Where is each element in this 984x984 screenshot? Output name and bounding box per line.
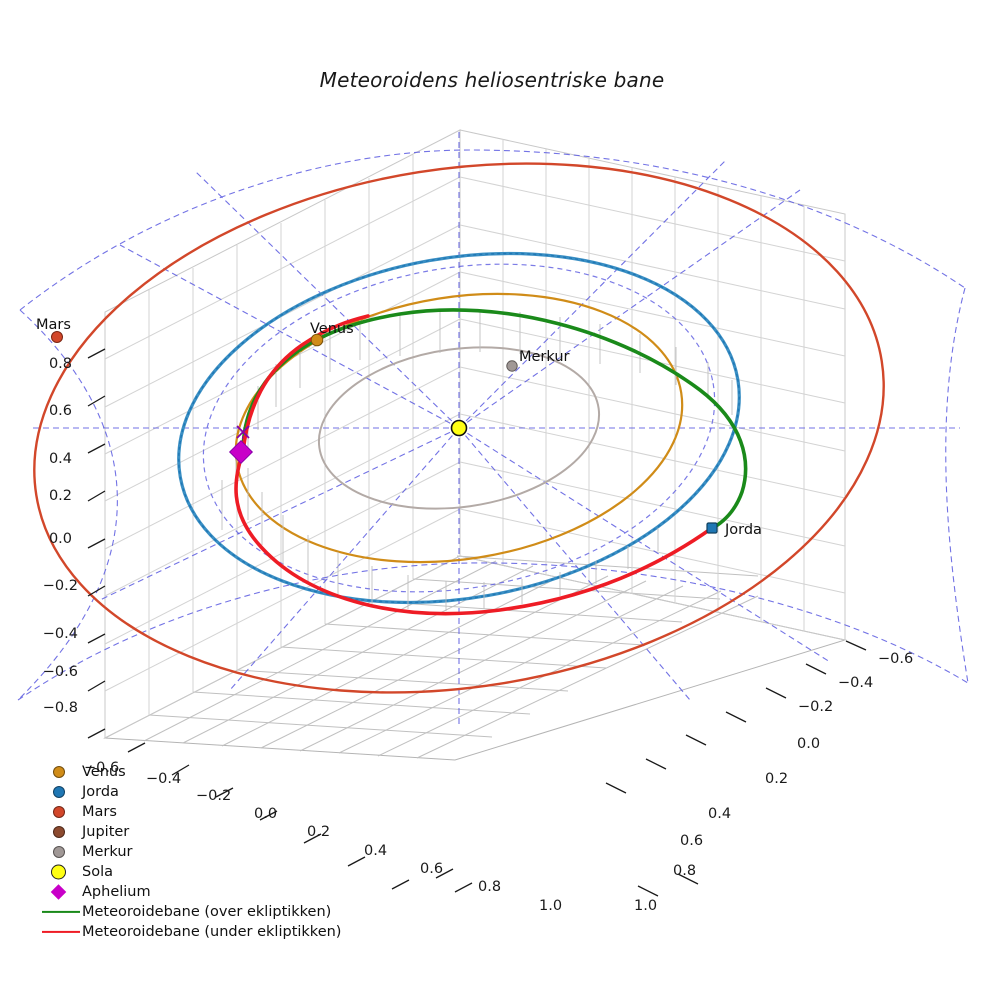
meteoroid-orbit-under-upper [241,314,370,454]
legend-item-merkur[interactable]: Merkur [40,842,340,862]
tick-left-4: 0.0 [49,531,72,547]
ecliptic-boundary [17,149,969,701]
point-label-mars: Mars [36,317,71,333]
legend: Venus Jorda Mars Jupiter Merkur Sola Aphelium M… [40,762,342,942]
tick-br-8: 1.0 [634,898,657,914]
tick-bl-2: −0.2 [196,788,231,804]
legend-label: Jupiter [82,824,130,840]
legend-swatch-bane-under-icon [40,922,82,942]
right-wall-grid [459,129,846,641]
marker-venus[interactable] [310,333,324,347]
aphelium-projection-x-icon [236,425,250,439]
legend-swatch-mars-icon [40,802,82,822]
legend-marker [53,806,65,818]
bottom-right-axis-ticks [605,640,867,897]
tick-bl-4: 0.2 [307,824,330,840]
legend-marker [53,846,65,858]
tick-br-2: −0.2 [798,699,833,715]
legend-item-aphelium[interactable]: Aphelium [40,882,340,902]
legend-label: Merkur [82,844,133,860]
tick-left-7: −0.6 [43,664,78,680]
legend-label: Meteoroidebane (over ekliptikken) [82,904,332,920]
legend-swatch-bane-over-icon [40,902,82,922]
marker-mars[interactable] [51,331,63,343]
tick-br-3: 0.0 [797,736,820,752]
legend-swatch-aphelium-icon [40,882,82,902]
legend-swatch-venus-icon [40,762,82,782]
orbit-mars [33,162,885,694]
legend-label: Jorda [82,784,119,800]
legend-label: Sola [82,864,113,880]
orbit-jorda-inner [178,252,740,604]
tick-br-0: −0.6 [878,651,913,667]
legend-marker [51,864,66,880]
tick-br-4: 0.2 [765,771,788,787]
legend-marker [53,786,65,798]
tick-bl-5: 0.4 [364,843,387,859]
earth-orbit-projection [202,263,716,593]
legend-swatch-merkur-icon [40,842,82,862]
legend-item-venus[interactable]: Venus [40,762,340,782]
legend-item-jupiter[interactable]: Jupiter [40,822,340,842]
legend-label: Aphelium [82,884,151,900]
tick-left-6: −0.4 [43,626,78,642]
legend-swatch-jorda-icon [40,782,82,802]
point-label-merkur: Merkur [519,349,570,365]
tick-br-7: 0.8 [673,863,696,879]
tick-bl-3: 0.0 [254,806,277,822]
tick-left-3: 0.2 [49,488,72,504]
tick-br-6: 0.6 [680,833,703,849]
legend-label: Mars [82,804,117,820]
left-axis-ticks [87,348,106,739]
meteoroid-orbit-over [241,308,748,530]
orbit-stems [221,310,733,611]
marker-sola[interactable] [450,419,468,437]
tick-br-1: −0.4 [838,675,873,691]
legend-item-sola[interactable]: Sola [40,862,340,882]
marker-merkur[interactable] [506,360,518,372]
tick-bl-7: 0.8 [478,879,501,895]
tick-left-8: −0.8 [43,700,78,716]
meteoroid-orbit-under [234,450,714,616]
point-label-venus: Venus [310,321,354,337]
legend-marker [53,826,65,838]
legend-marker [53,766,65,778]
tick-br-5: 0.4 [708,806,731,822]
legend-label: Meteoroidebane (under ekliptikken) [82,924,342,940]
page-title: Meteoroidens heliosentriske bane [319,68,665,92]
point-label-jorda: Jorda [724,522,762,538]
orbit-venus [234,292,684,564]
legend-swatch-sola-icon [40,862,82,882]
legend-item-bane-under[interactable]: Meteoroidebane (under ekliptikken) [40,922,342,942]
marker-aphelium[interactable] [228,439,254,465]
orbit-merkur [317,346,601,510]
legend-marker [50,884,67,900]
tick-left-0: 0.8 [49,356,72,372]
legend-label: Venus [82,764,126,780]
bottom-left-axis-ticks [127,742,473,893]
tick-left-2: 0.4 [49,451,72,467]
legend-item-bane-over[interactable]: Meteoroidebane (over ekliptikken) [40,902,340,922]
legend-marker [42,910,80,914]
tick-bl-6: 0.6 [420,861,443,877]
tick-bl-8: 1.0 [539,898,562,914]
marker-jorda[interactable] [706,522,718,534]
legend-item-jorda[interactable]: Jorda [40,782,340,802]
tick-bl-0: −0.6 [84,760,119,776]
legend-item-mars[interactable]: Mars [40,802,340,822]
tick-left-1: 0.6 [49,403,72,419]
legend-marker [42,930,80,934]
tick-left-5: −0.2 [43,578,78,594]
tick-bl-1: −0.4 [146,771,181,787]
legend-swatch-jupiter-icon [40,822,82,842]
